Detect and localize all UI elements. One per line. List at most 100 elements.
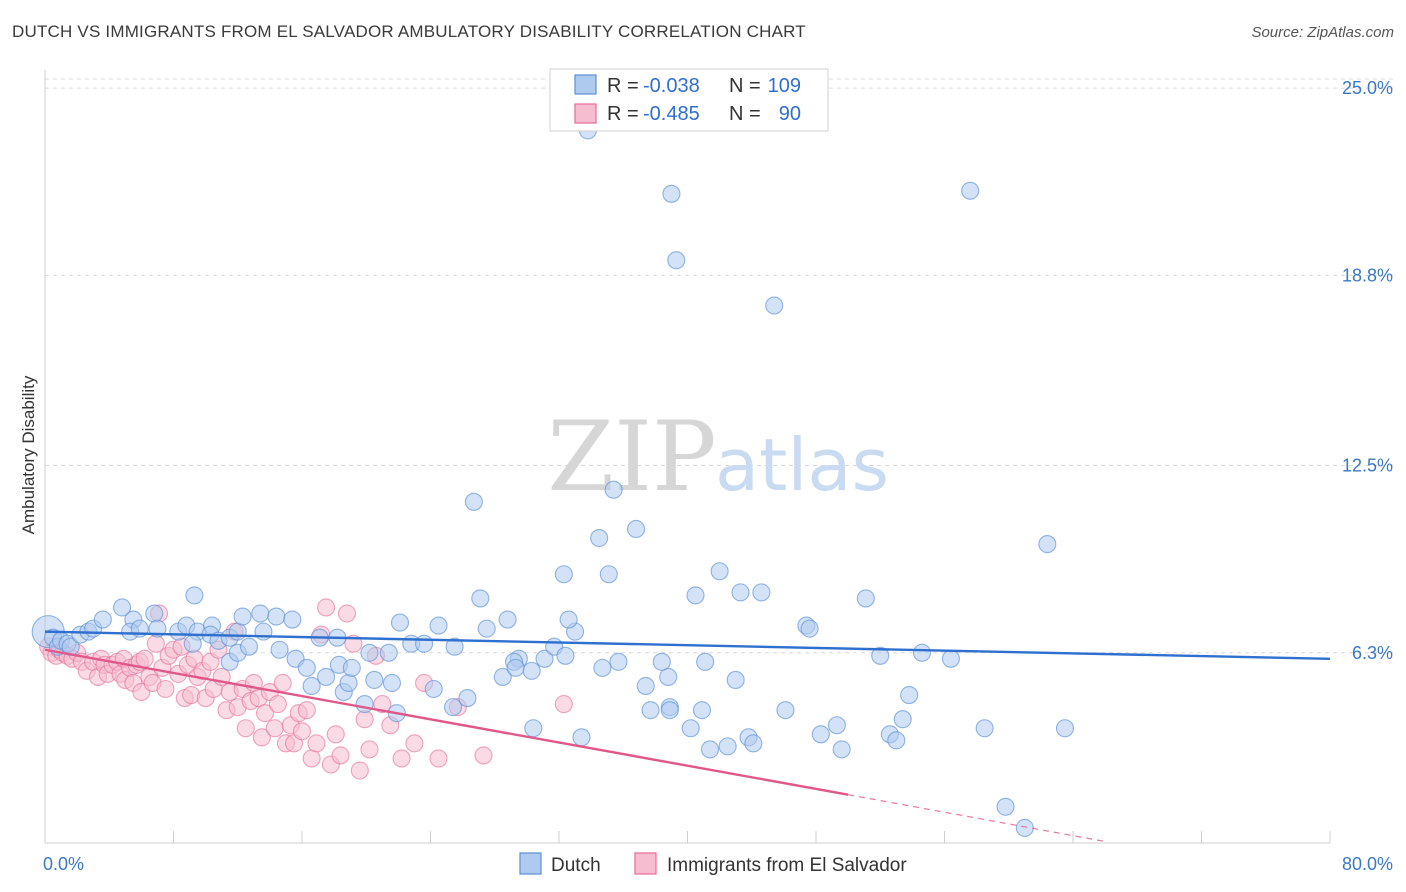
x-tick-label-0: 0.0%	[43, 854, 84, 874]
dutch-trend-line	[44, 630, 1331, 661]
dutch-point-49	[379, 643, 398, 662]
dutch-point-106	[800, 619, 819, 638]
dutch-point-90	[662, 184, 681, 203]
dutch-point-98	[726, 670, 745, 689]
watermark-atlas: atlas	[715, 423, 889, 507]
dutch-point-31	[254, 622, 273, 641]
dutch-point-9	[93, 610, 112, 629]
dutch-point-71	[556, 646, 575, 665]
dutch-point-80	[604, 480, 623, 499]
salvador-point-88	[474, 746, 493, 765]
bottom-legend-swatch-salvador	[634, 852, 657, 875]
dutch-point-66	[506, 658, 525, 677]
salvador-point-56	[252, 728, 271, 747]
dutch-point-20	[183, 634, 202, 653]
dutch-point-36	[297, 658, 316, 677]
salvador-point-25	[135, 649, 154, 668]
dutch-point-116	[912, 643, 932, 662]
dutch-point-109	[832, 740, 851, 759]
salvador-point-89	[554, 695, 573, 714]
legend: R = -0.038 N = 109 R = -0.485 N = 90	[549, 68, 829, 132]
salvador-point-61	[273, 673, 292, 693]
dutch-point-107	[811, 725, 830, 744]
dutch-point-30	[251, 604, 270, 623]
chart-title: DUTCH VS IMMIGRANTS FROM EL SALVADOR AMB…	[12, 22, 806, 41]
y-tick-label-3: 6.3%	[1352, 643, 1393, 663]
dutch-point-102	[752, 583, 771, 602]
source-label: Source: ZipAtlas.com	[1251, 24, 1394, 41]
legend-n-label-salvador: N =	[729, 103, 761, 125]
dutch-point-60	[471, 589, 490, 608]
legend-n-value-dutch: 109	[768, 75, 801, 97]
dutch-point-101	[744, 734, 763, 753]
legend-r-label-salvador: R =	[607, 103, 639, 125]
dutch-point-32	[267, 607, 286, 626]
dutch-point-74	[572, 728, 591, 747]
dutch-point-18	[185, 586, 204, 605]
dutch-point-93	[686, 586, 705, 605]
dutch-point-48	[382, 673, 402, 693]
dutch-point-53	[415, 634, 434, 653]
dutch-point-33	[270, 640, 289, 659]
legend-swatch-salvador	[574, 103, 597, 124]
dutch-point-85	[659, 667, 678, 686]
salvador-point-60	[268, 695, 287, 714]
dutch-point-58	[458, 689, 477, 708]
salvador-point-71	[317, 598, 336, 617]
bottom-legend-dutch: Dutch	[551, 855, 601, 876]
salvador-point-28	[146, 634, 165, 653]
salvador-point-76	[344, 634, 363, 653]
dutch-point-87	[681, 719, 700, 738]
dutch-point-110	[856, 589, 875, 608]
dutch-point-77	[590, 528, 609, 548]
y-tick-label-1: 18.8%	[1342, 265, 1393, 285]
dutch-point-46	[365, 670, 384, 689]
dutch-point-89	[652, 652, 671, 671]
dutch-point-119	[975, 719, 994, 738]
dutch-point-83	[636, 676, 655, 696]
dutch-point-94	[692, 701, 712, 720]
salvador-point-83	[392, 749, 411, 768]
dutch-point-92	[667, 251, 686, 270]
dutch-point-67	[524, 719, 543, 738]
dutch-point-120	[996, 797, 1015, 816]
dutch-point-42	[339, 673, 358, 693]
dutch-point-122	[1038, 535, 1057, 554]
legend-r-value-dutch: -0.038	[643, 75, 700, 97]
dutch-point-10	[113, 598, 132, 617]
x-tick-label-1: 80.0%	[1342, 854, 1393, 874]
dutch-point-61	[477, 619, 496, 638]
dutch-point-81	[609, 652, 628, 671]
axes	[44, 70, 1331, 844]
dutch-point-117	[941, 649, 960, 668]
dutch-point-113	[887, 731, 906, 750]
salvador-point-81	[373, 695, 392, 714]
dutch-point-51	[390, 613, 410, 632]
bottom-legend-salvador: Immigrants from El Salvador	[667, 855, 907, 876]
dutch-point-82	[627, 519, 646, 539]
tick-labels: 25.0% 18.8% 12.5% 6.3% 0.0% 80.0%	[43, 78, 1393, 874]
dutch-point-99	[731, 583, 750, 602]
dutch-point-103	[765, 296, 784, 315]
dutch-point-88	[696, 652, 715, 671]
salvador-point-57	[256, 704, 275, 723]
dutch-point-45	[355, 695, 374, 714]
legend-n-value-salvador: 90	[779, 103, 801, 125]
dutch-point-72	[554, 565, 573, 584]
dutch-point-27	[233, 607, 252, 626]
y-axis-title: Ambulatory Disability	[19, 375, 38, 534]
dutch-point-84	[641, 701, 660, 720]
salvador-point-74	[331, 746, 350, 765]
dutch-point-29	[239, 637, 259, 656]
dutch-point-69	[535, 649, 554, 668]
salvador-point-86	[429, 749, 448, 768]
dutch-point-96	[710, 562, 729, 581]
dutch-point-57	[443, 698, 463, 717]
dutch-point-111	[871, 646, 890, 665]
dutch-point-118	[961, 181, 980, 200]
salvador-point-59	[265, 719, 284, 738]
salvador-point-68	[302, 749, 321, 768]
dutch-point-37	[302, 676, 321, 696]
dutch-point-39	[317, 667, 336, 686]
y-tick-label-0: 25.0%	[1342, 78, 1393, 98]
